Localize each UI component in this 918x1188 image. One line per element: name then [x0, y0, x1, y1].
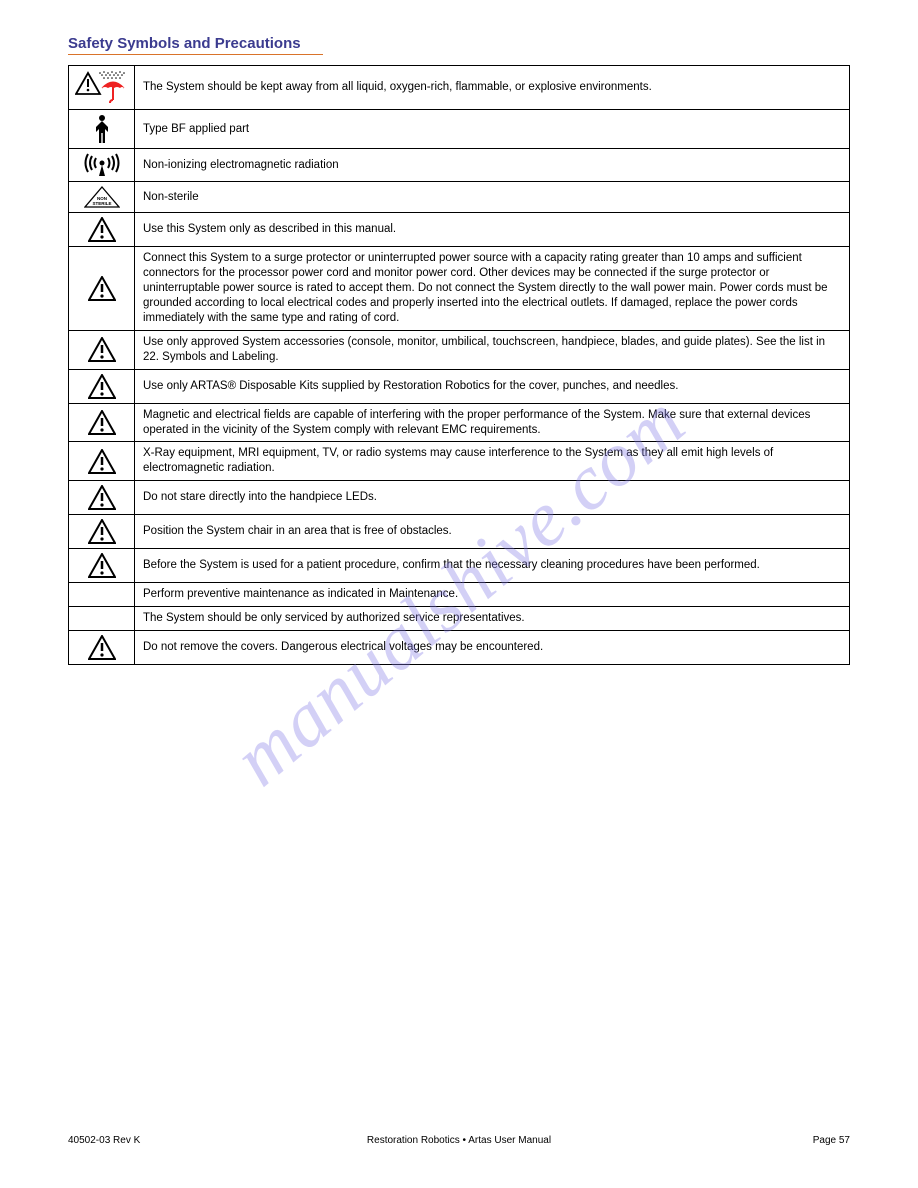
- description-cell: Use only approved System accessories (co…: [135, 330, 850, 369]
- icon-cell: [69, 515, 135, 549]
- description-cell: Before the System is used for a patient …: [135, 549, 850, 583]
- warning-icon: [88, 276, 116, 301]
- table-row: Do not stare directly into the handpiece…: [69, 481, 850, 515]
- warning-icon: [88, 553, 116, 578]
- table-row: Before the System is used for a patient …: [69, 549, 850, 583]
- icon-cell: [69, 330, 135, 369]
- svg-text:STERILE: STERILE: [92, 201, 111, 206]
- table-row: Magnetic and electrical fields are capab…: [69, 403, 850, 442]
- icon-cell: NONSTERILE: [69, 182, 135, 213]
- table-row: The System should be kept away from all …: [69, 66, 850, 110]
- table-row: X-Ray equipment, MRI equipment, TV, or r…: [69, 442, 850, 481]
- description-cell: Connect this System to a surge protector…: [135, 247, 850, 331]
- warning-icon: [88, 217, 116, 242]
- icon-cell: [69, 631, 135, 665]
- man-icon: [90, 114, 114, 144]
- title-underline: [68, 54, 323, 55]
- description-cell: The System should be kept away from all …: [135, 66, 850, 110]
- description-cell: Magnetic and electrical fields are capab…: [135, 403, 850, 442]
- warning-icon: [88, 410, 116, 435]
- icon-cell: [69, 369, 135, 403]
- table-row: Do not remove the covers. Dangerous elec…: [69, 631, 850, 665]
- safety-table: The System should be kept away from all …: [68, 65, 850, 665]
- table-row: NONSTERILE Non-sterile: [69, 182, 850, 213]
- footer-center: Restoration Robotics • Artas User Manual: [0, 1135, 918, 1146]
- description-cell: Do not stare directly into the handpiece…: [135, 481, 850, 515]
- footer-right: Page 57: [813, 1135, 850, 1146]
- description-cell: Non-ionizing electromagnetic radiation: [135, 149, 850, 182]
- icon-cell: [69, 149, 135, 182]
- icon-cell: [69, 549, 135, 583]
- table-row: Position the System chair in an area tha…: [69, 515, 850, 549]
- table-row: The System should be only serviced by au…: [69, 607, 850, 631]
- description-cell: Non-sterile: [135, 182, 850, 213]
- warning-icon: [88, 449, 116, 474]
- page-title: Safety Symbols and Precautions: [68, 35, 850, 52]
- table-row: Use only approved System accessories (co…: [69, 330, 850, 369]
- warning-icon: [88, 374, 116, 399]
- description-cell: X-Ray equipment, MRI equipment, TV, or r…: [135, 442, 850, 481]
- non-sterile-icon: NONSTERILE: [84, 186, 120, 208]
- warning-icon: [88, 519, 116, 544]
- table-row: Use only ARTAS® Disposable Kits supplied…: [69, 369, 850, 403]
- table-row: Perform preventive maintenance as indica…: [69, 583, 850, 607]
- table-row: Type BF applied part: [69, 110, 850, 149]
- description-cell: Perform preventive maintenance as indica…: [135, 583, 850, 607]
- description-cell: Do not remove the covers. Dangerous elec…: [135, 631, 850, 665]
- table-row: Connect this System to a surge protector…: [69, 247, 850, 331]
- icon-cell: [69, 481, 135, 515]
- icon-cell: [69, 583, 135, 607]
- description-cell: Type BF applied part: [135, 110, 850, 149]
- warning-icon: [88, 337, 116, 362]
- icon-cell: [69, 403, 135, 442]
- icon-cell: [69, 213, 135, 247]
- table-row: Non-ionizing electromagnetic radiation: [69, 149, 850, 182]
- icon-cell: [69, 110, 135, 149]
- icon-cell: [69, 66, 135, 110]
- warning-icon: [88, 635, 116, 660]
- description-cell: The System should be only serviced by au…: [135, 607, 850, 631]
- page-container: Safety Symbols and Precautions The Syste…: [0, 0, 918, 705]
- icon-cell: [69, 607, 135, 631]
- description-cell: Position the System chair in an area tha…: [135, 515, 850, 549]
- radio-icon: [84, 153, 120, 177]
- icon-cell: [69, 442, 135, 481]
- table-row: Use this System only as described in thi…: [69, 213, 850, 247]
- rain-warning-icon: [75, 70, 129, 105]
- warning-icon: [88, 485, 116, 510]
- icon-cell: [69, 247, 135, 331]
- description-cell: Use this System only as described in thi…: [135, 213, 850, 247]
- description-cell: Use only ARTAS® Disposable Kits supplied…: [135, 369, 850, 403]
